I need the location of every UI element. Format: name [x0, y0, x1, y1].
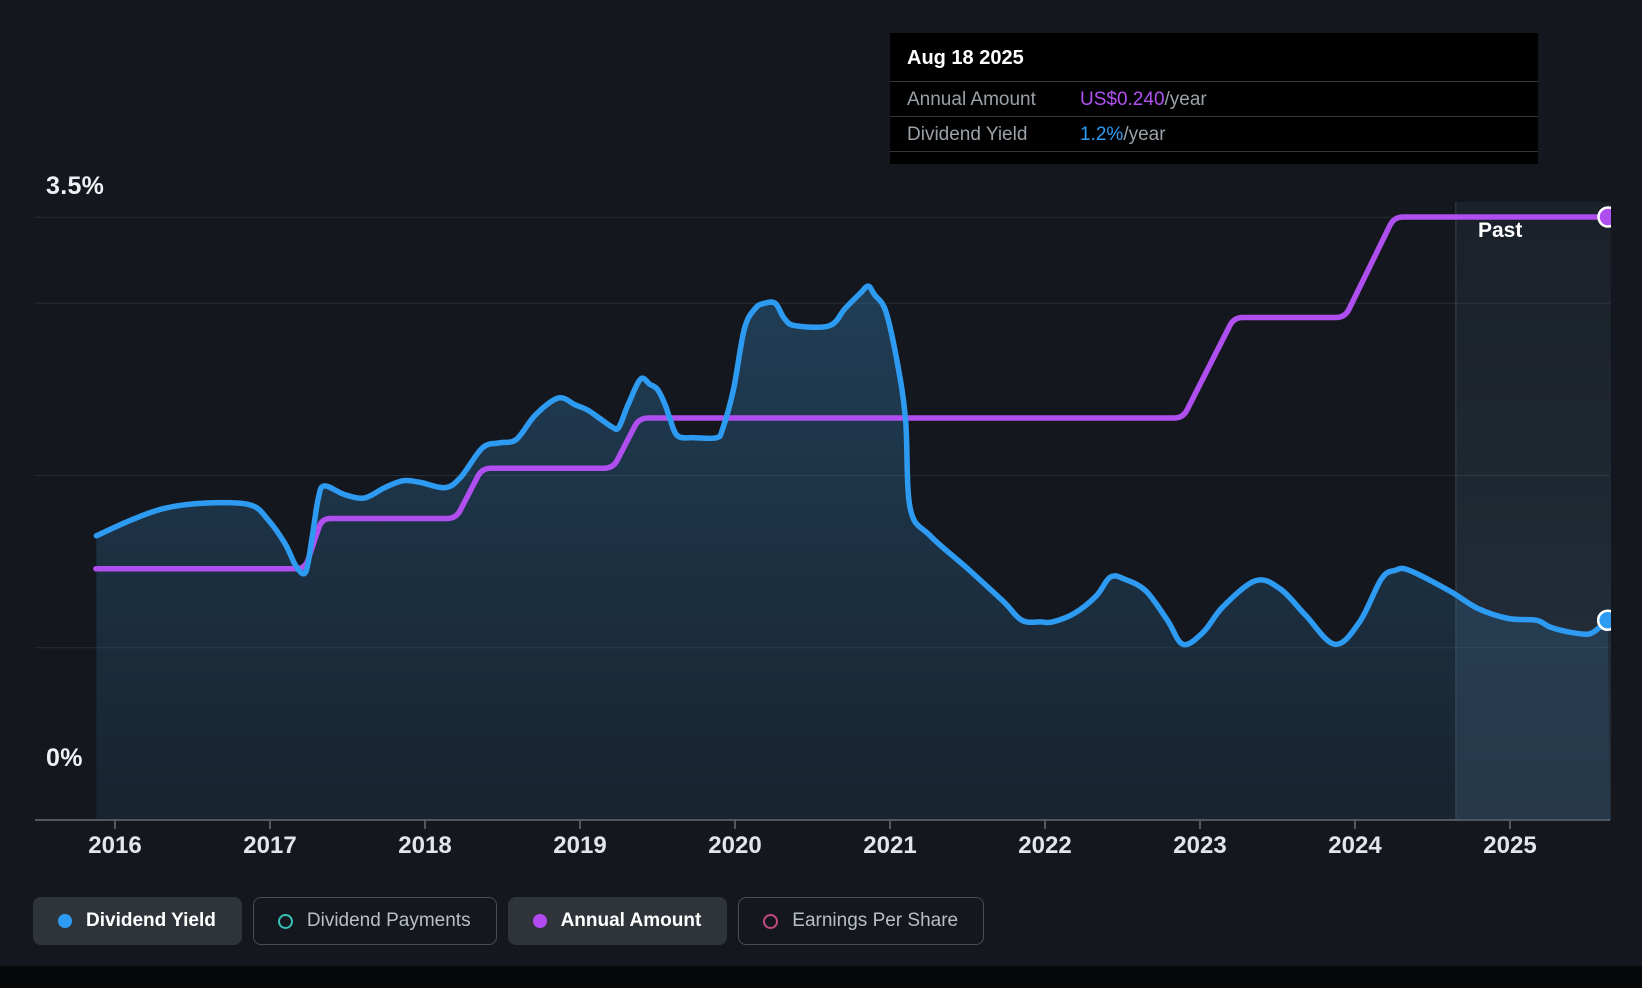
- ring-icon: [277, 913, 293, 929]
- legend-button-label: Annual Amount: [560, 910, 702, 931]
- y-axis-label-bottom: 0%: [46, 744, 83, 772]
- x-axis-label-2024: 2024: [1328, 832, 1382, 859]
- end-markers: [1596, 206, 1618, 631]
- x-axis-label-2018: 2018: [398, 832, 452, 859]
- x-axis-label-2023: 2023: [1173, 832, 1227, 859]
- x-axis-label-2017: 2017: [243, 832, 297, 859]
- tooltip-row-value: 1.2%: [1080, 124, 1124, 145]
- bottom-bar: [0, 966, 1642, 988]
- y-axis-label-top: 3.5%: [46, 172, 105, 200]
- tooltip-row-suffix: /year: [1123, 124, 1166, 145]
- tooltip-row-label: Annual Amount: [907, 89, 1036, 110]
- legend-button-earnings-per-share[interactable]: Earnings Per Share: [738, 897, 985, 945]
- tooltip-row-value: US$0.240: [1080, 89, 1165, 110]
- legend-button-dividend-yield[interactable]: Dividend Yield: [33, 897, 242, 945]
- annual-amount-line[interactable]: [93, 214, 1611, 572]
- x-axis-label-2025: 2025: [1483, 832, 1537, 859]
- chart-legend: Dividend Yield Dividend Payments Annual Am…: [33, 897, 995, 945]
- x-axis-label-2020: 2020: [708, 832, 762, 859]
- x-axis-label-2019: 2019: [553, 832, 607, 859]
- legend-button-label: Dividend Payments: [306, 910, 471, 931]
- legend-button-label: Earnings Per Share: [792, 910, 959, 931]
- chart-tooltip: Aug 18 2025 Annual Amount US$0.240/year Di…: [890, 33, 1538, 164]
- past-region-label: Past: [1478, 219, 1523, 242]
- tooltip-rows: Annual Amount US$0.240/year Dividend Yield…: [890, 82, 1538, 152]
- dividend-yield-area: [96, 286, 1610, 820]
- x-axis-label-2021: 2021: [863, 832, 917, 859]
- legend-button-label: Dividend Yield: [86, 910, 216, 931]
- filled-dot-icon: [532, 914, 547, 928]
- legend-button-annual-amount[interactable]: Annual Amount: [507, 897, 728, 945]
- tooltip-row-0: Annual Amount US$0.240/year: [890, 82, 1538, 117]
- ring-icon: [763, 913, 779, 929]
- dividend-yield-line[interactable]: [93, 283, 1611, 648]
- tooltip-row-label: Dividend Yield: [907, 124, 1028, 145]
- x-axis-label-2016: 2016: [88, 832, 142, 859]
- legend-button-dividend-payments[interactable]: Dividend Payments: [252, 897, 497, 945]
- tooltip-date: Aug 18 2025: [890, 33, 1538, 82]
- annual-amount-end-marker[interactable]: [1597, 206, 1618, 228]
- x-axis-label-2022: 2022: [1018, 832, 1072, 859]
- tooltip-row-1: Dividend Yield 1.2%/year: [890, 117, 1538, 152]
- filled-dot-icon: [58, 914, 72, 928]
- tooltip-row-suffix: /year: [1164, 89, 1207, 110]
- dividend-yield-end-marker[interactable]: [1596, 609, 1617, 631]
